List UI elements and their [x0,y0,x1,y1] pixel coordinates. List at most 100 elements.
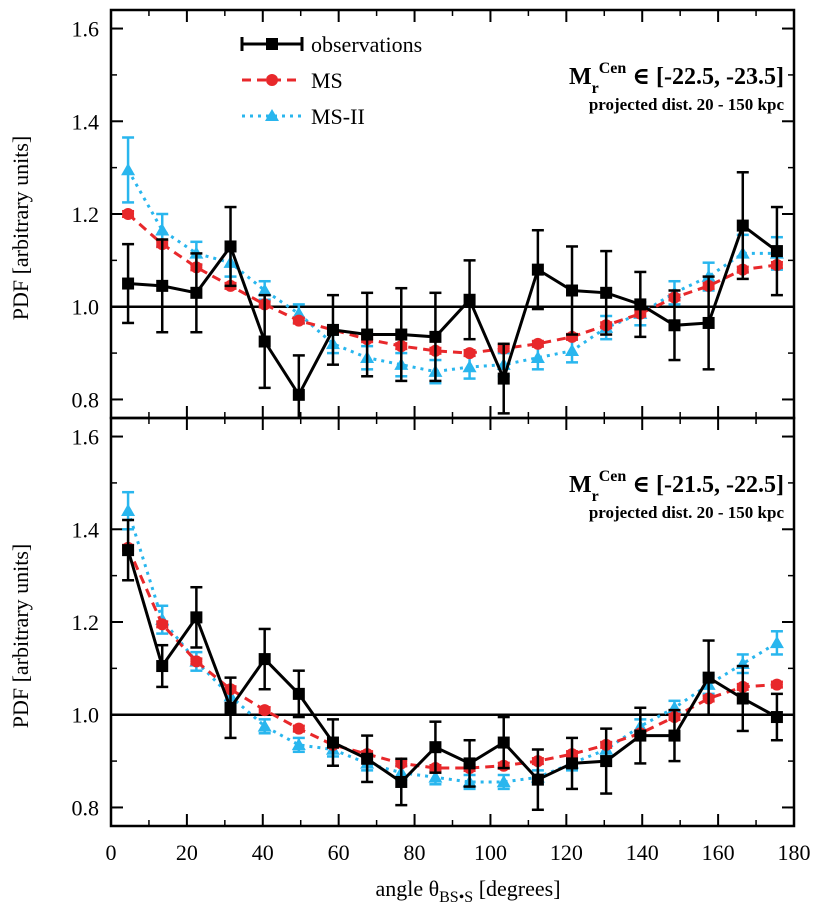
x-tick-label: 160 [702,840,735,865]
data-point [190,611,203,624]
data-point [361,328,374,341]
data-point [190,655,203,668]
data-point [257,283,272,296]
data-point [326,736,339,749]
x-axis-label: angle θBS•S [degrees] [375,876,560,906]
panel-frame [109,416,796,828]
data-point [531,773,544,786]
data-point [600,286,613,299]
data-point [121,503,136,516]
y-tick-label: 1.4 [72,109,100,134]
annotation-top-distance: projected dist. 20 - 150 kpc [589,95,785,114]
series-ms [122,208,783,360]
x-tick-label: 100 [474,840,507,865]
y-tick-label: 1.0 [72,295,100,320]
data-point [395,328,408,341]
data-point [292,722,305,735]
data-point [224,701,237,714]
data-point [497,736,510,749]
data-point [463,347,476,360]
data-point [121,162,136,176]
data-point [190,286,203,299]
data-point [463,293,476,306]
data-point [326,323,339,336]
legend: observations MS MS-II [240,32,422,129]
data-point [292,687,305,700]
y-tick-label: 1.2 [72,202,100,227]
y-axis-label-top: PDF [arbitrary units] [8,136,33,321]
y-tick-label: 1.6 [72,425,100,450]
data-point [702,316,715,329]
x-tick-label: 0 [106,840,117,865]
data-point [769,635,784,649]
annotation-top: MrCen ∈ [-22.5, -23.5] projected dist. 2… [569,60,785,114]
x-tick-label: 140 [626,840,659,865]
data-point [736,692,749,705]
x-tick-label: 40 [252,840,274,865]
data-point [156,618,169,631]
panel-2: 0.8 1.0 1.2 1.4 1.6 0 20 40 60 80 100 120 140 160 180 [72,416,811,865]
data-point [565,343,580,357]
annotation-bottom: MrCen ∈ [-21.5, -22.5] projected dist. 2… [569,468,785,522]
series-line [126,549,778,784]
data-point [122,544,135,557]
data-point [122,208,135,220]
x-tick-label: 60 [328,840,350,865]
data-point [429,741,442,754]
panel-1: 0.8 1.0 1.2 1.4 1.6 [72,8,796,420]
data-point [566,757,579,770]
data-point [291,737,306,751]
legend-label-ms: MS [311,68,343,93]
data-point [224,240,237,253]
data-point [702,671,715,684]
data-point [497,372,510,385]
data-point [155,223,170,236]
data-point [462,360,477,373]
data-point [634,298,647,311]
data-point [531,337,544,350]
data-point [429,330,442,343]
y-axis-label-bottom: PDF [arbitrary units] [8,544,33,729]
data-point [770,245,783,258]
legend-label-ms-ii: MS-II [311,104,365,129]
data-point [531,263,544,276]
data-point [395,775,408,788]
annotation-bottom-distance: projected dist. 20 - 150 kpc [589,503,785,522]
data-point [530,350,545,363]
panels: 0.8 1.0 1.2 1.4 1.6 0.8 1.0 1.2 1.4 1.6 0 20 40 60 80 1… [72,8,811,865]
data-point [463,757,476,770]
data-point [668,729,681,742]
series-ms-ii [121,490,784,791]
data-point [361,752,374,765]
x-tick-label: 80 [404,840,426,865]
data-point [257,719,272,732]
data-point [292,388,305,401]
data-point [258,653,271,666]
y-tick-label: 0.8 [72,387,100,412]
series-observations [122,518,783,812]
series-ms [122,541,783,775]
data-point [496,774,511,788]
data-point [668,319,681,332]
data-point [428,770,443,783]
y-tick-label: 1.6 [72,17,100,42]
data-point [634,729,647,742]
data-point [600,755,613,768]
data-point [258,335,271,348]
y-tick-label: 1.2 [72,610,100,635]
x-tick-label: 120 [550,840,583,865]
annotation-bottom-magnitude: MrCen ∈ [-21.5, -22.5] [569,468,784,505]
data-point [770,678,783,691]
data-point [770,711,783,724]
data-point [292,314,305,327]
series-line [126,169,777,374]
y-tick-label: 0.8 [72,795,100,820]
legend-label-observations: observations [311,32,422,57]
y-tick-label: 1.4 [72,517,100,542]
data-point [122,277,135,290]
legend-entry-observations: observations [240,32,422,57]
x-tick-label: 20 [176,840,198,865]
legend-entry-ms-ii: MS-II [242,104,365,129]
annotation-top-magnitude: MrCen ∈ [-22.5, -23.5] [569,60,784,97]
